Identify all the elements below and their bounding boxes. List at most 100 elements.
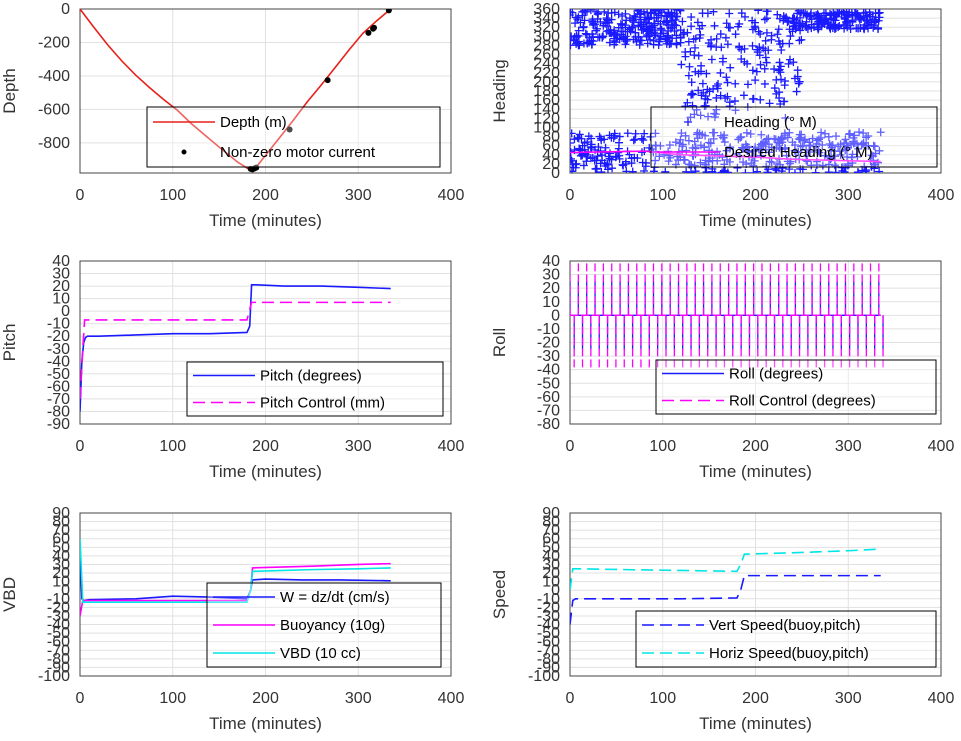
heading-marker bbox=[734, 22, 743, 31]
heading-marker bbox=[603, 18, 612, 27]
heading-marker bbox=[761, 46, 770, 55]
heading-marker bbox=[647, 22, 656, 31]
series-line-1 bbox=[80, 9, 392, 171]
heading-marker bbox=[629, 18, 638, 27]
heading-marker bbox=[700, 102, 709, 111]
chart-3: 0 100 200 300 400403020100-10-20-30-40-50-60… bbox=[0, 253, 464, 481]
heading-marker bbox=[726, 23, 735, 32]
x-axis-label: Time (minutes) bbox=[699, 714, 812, 733]
heading-marker bbox=[577, 134, 586, 143]
heading-marker bbox=[637, 25, 646, 34]
x-tick-label: 100 bbox=[159, 438, 186, 455]
heading-marker bbox=[682, 167, 691, 173]
x-tick-label: 200 bbox=[742, 438, 769, 455]
heading-marker bbox=[605, 38, 614, 47]
heading-marker bbox=[849, 133, 858, 142]
heading-marker bbox=[850, 138, 859, 147]
heading-marker bbox=[638, 158, 647, 167]
heading-marker bbox=[736, 133, 745, 142]
heading-marker bbox=[687, 22, 696, 31]
y-tick-label: -80 bbox=[47, 651, 70, 668]
heading-marker bbox=[672, 9, 681, 14]
heading-marker bbox=[696, 158, 705, 167]
heading-marker bbox=[853, 152, 862, 161]
heading-marker bbox=[777, 45, 786, 54]
y-tick-label: -60 bbox=[47, 378, 70, 395]
heading-marker bbox=[696, 111, 705, 120]
heading-marker bbox=[696, 67, 705, 76]
heading-marker bbox=[836, 150, 845, 159]
y-tick-label: 80 bbox=[542, 514, 560, 531]
y-tick-label: 140 bbox=[533, 101, 560, 118]
heading-marker bbox=[794, 147, 803, 156]
heading-marker bbox=[774, 66, 783, 75]
heading-marker bbox=[660, 9, 669, 14]
heading-marker bbox=[842, 139, 851, 148]
heading-marker bbox=[703, 9, 712, 18]
series-line-3 bbox=[80, 538, 391, 604]
y-tick-label: 180 bbox=[533, 83, 560, 100]
heading-marker bbox=[718, 153, 727, 162]
heading-marker bbox=[751, 76, 760, 85]
heading-marker bbox=[594, 9, 603, 18]
heading-marker bbox=[740, 44, 749, 53]
x-axis-label: Time (minutes) bbox=[209, 211, 322, 230]
heading-marker bbox=[645, 29, 654, 38]
heading-marker bbox=[589, 20, 598, 29]
heading-marker bbox=[683, 98, 692, 107]
plot-area bbox=[80, 538, 391, 617]
y-tick-label: -70 bbox=[537, 402, 560, 419]
heading-marker bbox=[621, 32, 630, 41]
heading-marker bbox=[670, 20, 679, 29]
heading-marker bbox=[644, 13, 653, 22]
y-tick-label: 320 bbox=[533, 19, 560, 36]
y-tick-label: 30 bbox=[52, 556, 70, 573]
x-axis-label: Time (minutes) bbox=[209, 462, 322, 481]
heading-marker bbox=[581, 29, 590, 38]
heading-marker bbox=[763, 168, 772, 173]
heading-marker bbox=[855, 128, 864, 137]
plot-frame bbox=[569, 260, 942, 425]
heading-marker bbox=[649, 36, 658, 45]
y-axis-label: VBD bbox=[0, 577, 19, 612]
heading-marker bbox=[822, 15, 831, 24]
heading-marker bbox=[859, 129, 868, 138]
heading-marker bbox=[735, 42, 744, 51]
heading-marker bbox=[764, 134, 773, 143]
heading-marker bbox=[731, 79, 740, 88]
heading-marker bbox=[756, 95, 765, 104]
heading-marker bbox=[841, 20, 850, 29]
heading-marker bbox=[712, 81, 721, 90]
heading-marker bbox=[749, 168, 758, 173]
heading-marker bbox=[589, 37, 598, 46]
heading-marker bbox=[672, 21, 681, 30]
heading-marker bbox=[748, 41, 757, 50]
heading-marker bbox=[754, 9, 763, 15]
heading-marker bbox=[637, 134, 646, 143]
x-tick-label: 0 bbox=[76, 690, 85, 707]
heading-marker bbox=[776, 62, 785, 71]
legend-box bbox=[146, 106, 441, 168]
plot-frame bbox=[569, 512, 942, 677]
heading-marker bbox=[570, 138, 575, 147]
heading-marker bbox=[767, 31, 776, 40]
heading-marker bbox=[785, 159, 794, 168]
heading-marker bbox=[869, 152, 878, 161]
x-tick-label: 400 bbox=[928, 690, 955, 707]
legend-label: Desired Heading (° M) bbox=[724, 144, 873, 161]
heading-marker bbox=[574, 31, 583, 40]
legend-label: Vert Speed(buoy,pitch) bbox=[709, 617, 860, 634]
heading-marker bbox=[654, 11, 663, 20]
heading-marker bbox=[666, 153, 675, 162]
heading-marker bbox=[704, 157, 713, 166]
heading-marker bbox=[770, 84, 779, 93]
y-tick-label: -60 bbox=[537, 634, 560, 651]
y-tick-label: 70 bbox=[52, 522, 70, 539]
heading-marker bbox=[775, 58, 784, 67]
heading-marker bbox=[781, 145, 790, 154]
heading-marker bbox=[774, 25, 783, 34]
x-tick-label: 0 bbox=[566, 187, 575, 204]
heading-marker bbox=[835, 147, 844, 156]
heading-marker bbox=[739, 158, 748, 167]
heading-marker bbox=[706, 139, 715, 148]
